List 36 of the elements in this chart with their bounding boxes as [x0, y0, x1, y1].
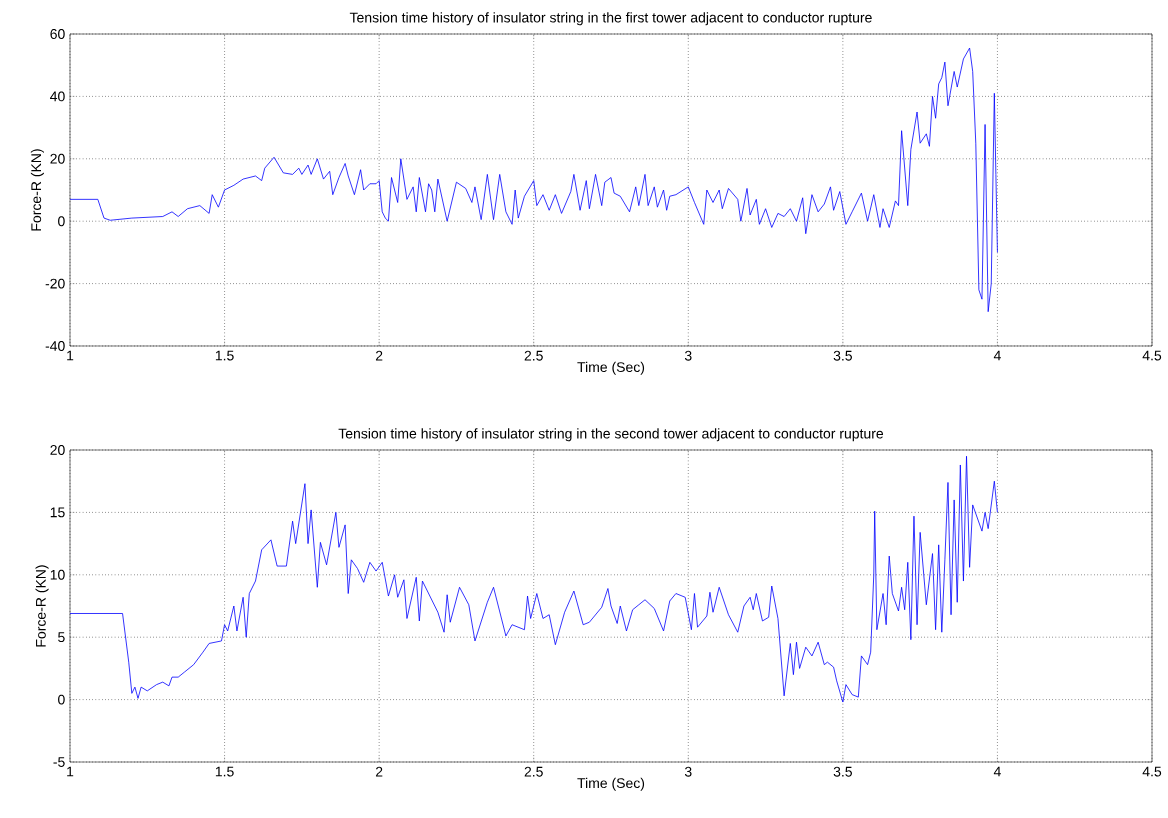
x-tick-label: 1.5 — [215, 350, 234, 361]
y-tick-label: 20 — [50, 153, 65, 164]
x-tick-label: 4.5 — [1142, 766, 1162, 777]
chart-title: Tension time history of insulator string in the first tower adjacent to conductor rupture — [349, 12, 872, 26]
x-tick-label: 2 — [375, 350, 383, 361]
x-tick-label: 3 — [684, 766, 692, 777]
y-tick-label: 0 — [58, 216, 65, 227]
x-tick-label: 2.5 — [524, 350, 543, 361]
y-axis-title: Force-R (KN) — [35, 565, 49, 647]
x-tick-label: 1.5 — [215, 766, 234, 777]
line-series — [70, 455, 998, 703]
chart-title: Tension time history of insulator string in the second tower adjacent to conductor rupture — [338, 428, 884, 442]
y-tick-label: 40 — [50, 91, 65, 102]
y-tick-label: 10 — [50, 569, 65, 580]
x-axis-title: Time (Sec) — [577, 361, 645, 375]
x-tick-label: 4.5 — [1142, 350, 1162, 361]
y-tick-label: 20 — [50, 445, 65, 455]
x-tick-label: 4 — [993, 350, 1001, 361]
x-tick-label: 3 — [684, 350, 692, 361]
y-tick-label: 5 — [58, 632, 65, 643]
y-axis-title: Force-R (KN) — [30, 149, 44, 231]
x-tick-label: 2 — [375, 766, 383, 777]
y-tick-label: 0 — [58, 694, 65, 705]
y-tick-label: -5 — [53, 757, 65, 767]
y-tick-label: 60 — [50, 29, 65, 39]
y-tick-label: 15 — [50, 507, 65, 518]
line-series — [70, 47, 998, 313]
x-tick-label: 2.5 — [524, 766, 543, 777]
x-tick-label: 1 — [67, 766, 74, 777]
x-tick-label: 1 — [67, 350, 74, 361]
x-tick-label: 4 — [993, 766, 1001, 777]
y-tick-label: -20 — [45, 278, 65, 289]
x-axis-title: Time (Sec) — [577, 777, 645, 791]
x-tick-label: 3.5 — [833, 350, 852, 361]
x-tick-label: 3.5 — [833, 766, 852, 777]
y-tick-label: -40 — [45, 341, 65, 351]
